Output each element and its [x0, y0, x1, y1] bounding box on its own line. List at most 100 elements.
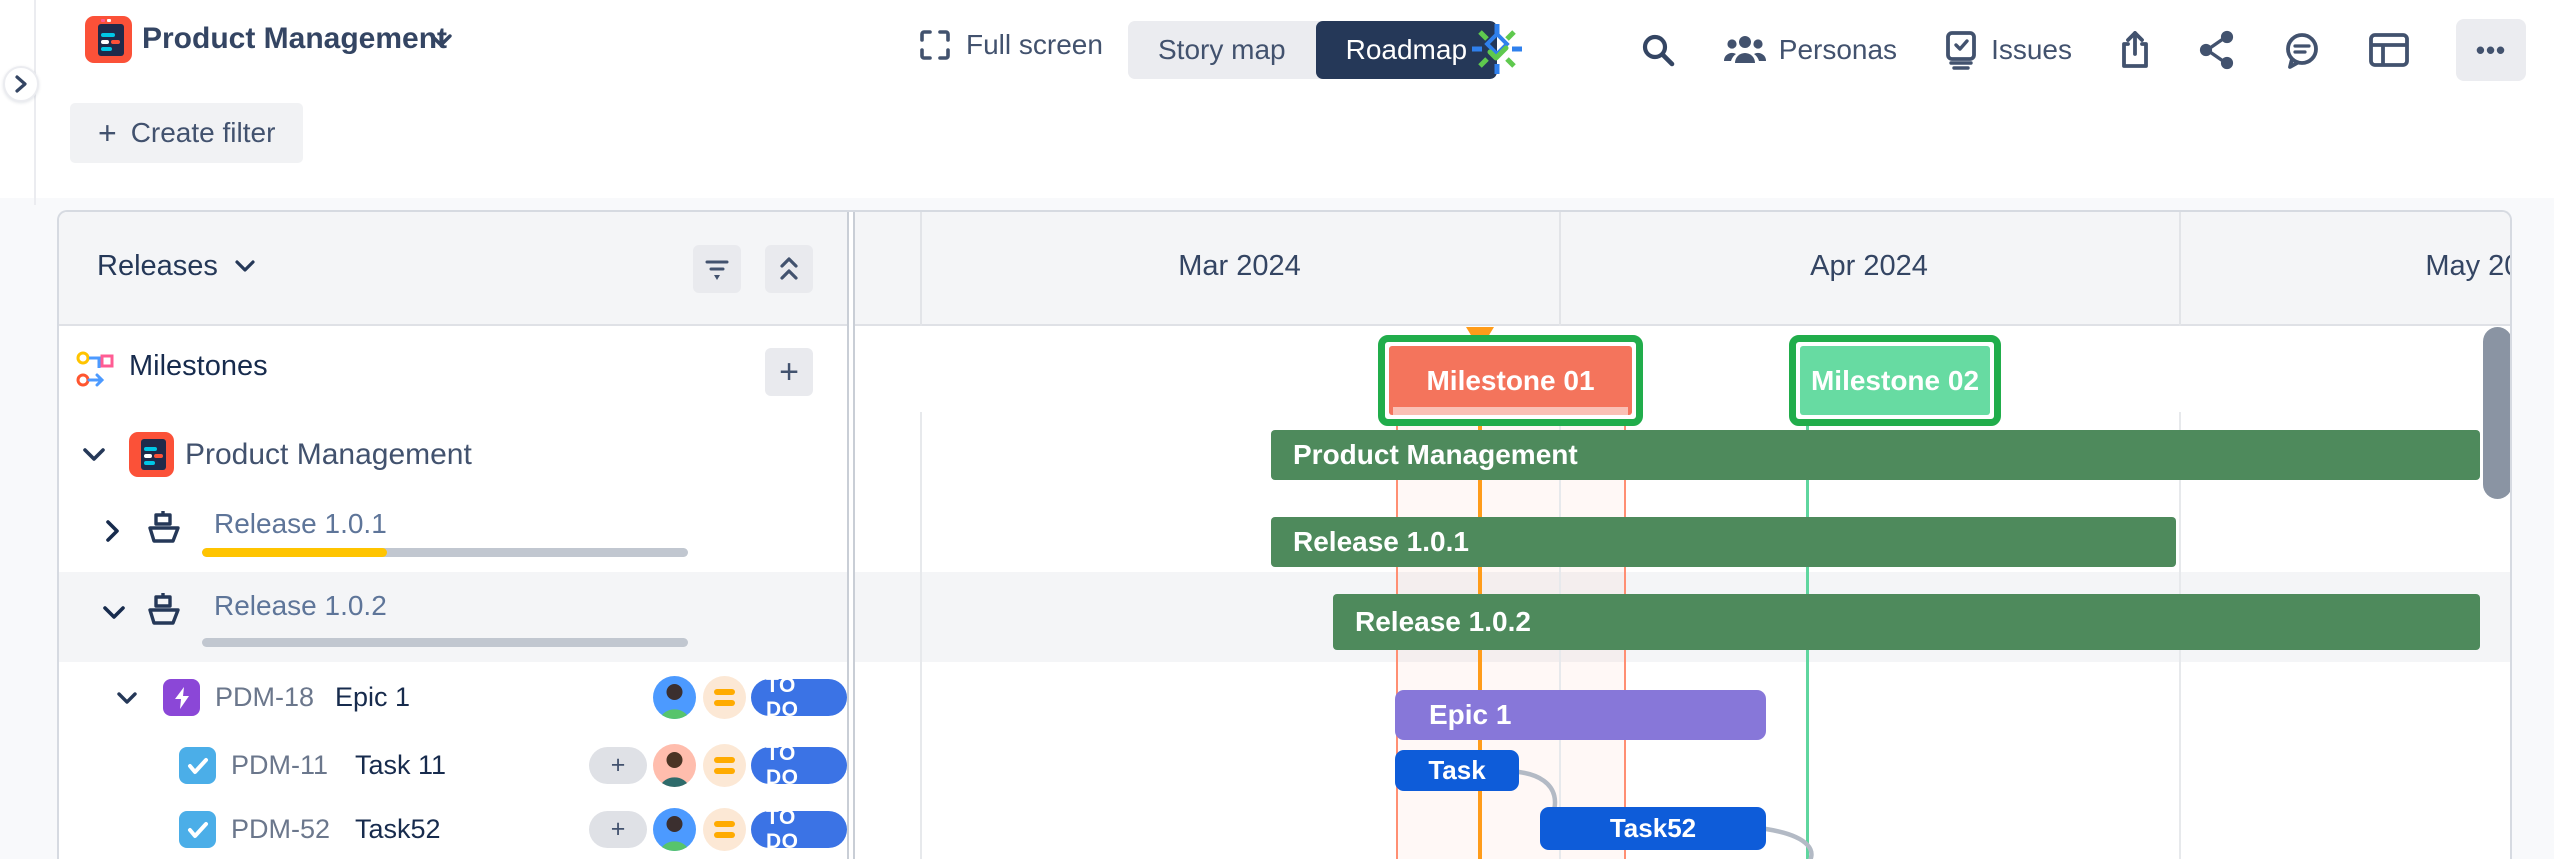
- avatar-bar: [154, 454, 163, 458]
- timeline-chart[interactable]: Mar 2024 Apr 2024 May 2024 Milestone 01 …: [855, 212, 2510, 859]
- panel-splitter[interactable]: [847, 212, 855, 859]
- issue-key: PDM-11: [231, 750, 329, 780]
- priority-medium-icon: [703, 808, 746, 851]
- bar-epic[interactable]: Epic 1: [1395, 690, 1766, 740]
- avatar-dot: [101, 19, 105, 22]
- release-ship-icon: [148, 511, 180, 543]
- epic-type-icon: [163, 679, 200, 716]
- release-row[interactable]: Release 1.0.1: [59, 494, 847, 572]
- milestone-01[interactable]: Milestone 01: [1378, 335, 1643, 426]
- status-badge[interactable]: TO DO: [751, 806, 847, 853]
- avatar-bar: [144, 447, 157, 451]
- issue-row[interactable]: PDM-52 Task52 + TO DO: [59, 798, 847, 859]
- bar-release-102[interactable]: Release 1.0.2: [1333, 594, 2480, 650]
- status-badge[interactable]: TO DO: [751, 674, 847, 721]
- chevron-down-icon[interactable]: [81, 446, 107, 464]
- month-gridline: [920, 412, 922, 859]
- bar-release-101-label: Release 1.0.1: [1293, 526, 1469, 557]
- release-name[interactable]: Release 1.0.1: [214, 508, 387, 539]
- bar-task52[interactable]: Task52: [1540, 807, 1766, 850]
- issue-key: PDM-52: [231, 814, 331, 844]
- expand-sidebar-button[interactable]: [3, 66, 39, 102]
- share-button[interactable]: [2198, 30, 2236, 70]
- project-switcher[interactable]: [428, 32, 454, 50]
- cards-view-button[interactable]: [2368, 32, 2410, 68]
- grouping-selector[interactable]: Releases: [97, 250, 256, 283]
- search-icon: [1642, 34, 1675, 67]
- tab-story-map[interactable]: Story map: [1158, 34, 1286, 65]
- project-row-label: Product Management: [185, 438, 472, 471]
- full-screen-button[interactable]: Full screen: [918, 28, 1103, 62]
- topbar-actions: Personas Issues: [1639, 0, 2526, 100]
- create-filter-label: Create filter: [130, 117, 276, 148]
- avatar-bar: [101, 33, 115, 37]
- sidebar-divider: [34, 0, 36, 205]
- month-header-mar: Mar 2024: [1178, 250, 1301, 282]
- priority-medium-icon: [703, 744, 746, 787]
- project-row[interactable]: Product Management: [59, 418, 847, 494]
- release-name[interactable]: Release 1.0.2: [214, 590, 387, 621]
- assignee-avatar[interactable]: [653, 808, 696, 851]
- release-progress-bar: [202, 548, 688, 557]
- milestones-label: Milestones: [129, 350, 268, 382]
- milestone-01-label: Milestone 01: [1426, 364, 1595, 396]
- personas-label: Personas: [1778, 34, 1898, 65]
- filter-icon: [705, 260, 729, 280]
- milestone-02[interactable]: Milestone 02: [1789, 335, 2001, 426]
- month-separator: [2179, 212, 2181, 326]
- milestone-02-fill: Milestone 02: [1800, 346, 1990, 415]
- issues-button[interactable]: Issues: [1943, 30, 2072, 70]
- add-label-button[interactable]: +: [589, 811, 647, 848]
- chevron-down-icon: [430, 34, 452, 47]
- project-avatar-icon: [129, 432, 174, 477]
- export-button[interactable]: [2118, 30, 2152, 70]
- release-row[interactable]: Release 1.0.2: [59, 572, 847, 662]
- issue-row[interactable]: PDM-18 Epic 1 TO DO: [59, 662, 847, 734]
- panel-header: [59, 212, 2510, 326]
- assignee-avatar[interactable]: [653, 676, 696, 719]
- more-actions-button[interactable]: •••: [2456, 19, 2526, 81]
- feedback-button[interactable]: [2282, 30, 2322, 70]
- page-title: Product Management: [142, 22, 448, 55]
- bar-release-101[interactable]: Release 1.0.1: [1271, 517, 2176, 567]
- priority-medium-icon: [703, 676, 746, 719]
- bar-task[interactable]: Task: [1395, 750, 1519, 791]
- issue-summary: Epic 1: [335, 682, 411, 712]
- issue-key: PDM-18: [215, 682, 315, 712]
- avatar-bar: [101, 47, 112, 51]
- issue-row[interactable]: PDM-11 Task 11 + TO DO: [59, 734, 847, 798]
- cards-icon: [2369, 33, 2409, 67]
- filter-rows-button[interactable]: [693, 245, 741, 293]
- milestone-progress-strip: [1393, 407, 1628, 415]
- add-label-button[interactable]: +: [589, 747, 647, 784]
- create-filter-button[interactable]: + Create filter: [70, 103, 304, 163]
- search-button[interactable]: [1639, 31, 1677, 69]
- chevron-down-icon[interactable]: [101, 604, 127, 622]
- milestone-01-fill: Milestone 01: [1389, 346, 1632, 415]
- add-milestone-button[interactable]: +: [765, 348, 813, 396]
- personas-button[interactable]: Personas: [1723, 33, 1897, 67]
- tab-roadmap[interactable]: Roadmap: [1315, 21, 1498, 79]
- share-icon: [2199, 30, 2234, 70]
- avatar-bar: [144, 461, 155, 465]
- grouping-label: Releases: [97, 250, 218, 282]
- chevron-right-icon[interactable]: [104, 518, 122, 544]
- issues-icon: [1946, 31, 1976, 70]
- collapse-all-button[interactable]: [765, 245, 813, 293]
- assignee-avatar[interactable]: [653, 744, 696, 787]
- bar-epic-label: Epic 1: [1429, 699, 1512, 730]
- bar-project[interactable]: Product Management: [1271, 430, 2480, 480]
- collapse-all-icon: [780, 257, 798, 280]
- chevron-down-icon: [235, 260, 255, 272]
- sparkle-icon[interactable]: [1466, 18, 1528, 80]
- milestones-row: Milestones +: [59, 326, 847, 418]
- export-icon: [2122, 31, 2148, 68]
- view-toggle: Story map Roadmap: [1128, 21, 1498, 79]
- chevron-down-icon[interactable]: [115, 690, 139, 707]
- bar-task-label: Task: [1428, 755, 1486, 785]
- vertical-scrollbar[interactable]: [2483, 327, 2510, 499]
- chevron-right-icon: [15, 75, 27, 93]
- status-badge[interactable]: TO DO: [751, 742, 847, 789]
- month-separator: [1559, 212, 1561, 326]
- task-type-icon: [179, 811, 216, 848]
